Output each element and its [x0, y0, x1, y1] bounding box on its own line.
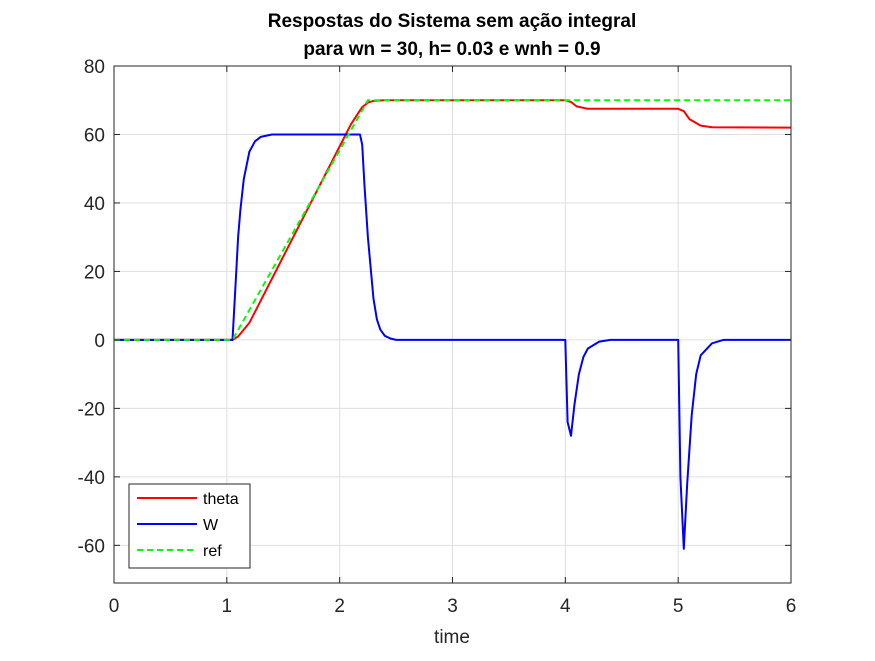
legend-label-w: W — [203, 517, 219, 534]
x-tick-label: 2 — [334, 596, 345, 617]
x-tick-label: 1 — [222, 596, 233, 617]
y-tick-label: 80 — [84, 57, 105, 78]
chart-title-line-2: para wn = 30, h= 0.03 e wnh = 0.9 — [303, 39, 600, 60]
legend-label-ref: ref — [203, 543, 222, 560]
axis-ticks: 0 1 2 3 4 5 6 -60 -40 -20 0 20 40 60 80 — [78, 57, 797, 617]
chart-title-line-1: Respostas do Sistema sem ação integral — [268, 11, 637, 32]
y-tick-label: -40 — [78, 468, 105, 489]
y-tick-label: 60 — [84, 125, 105, 146]
y-tick-label: -20 — [78, 399, 105, 420]
y-tick-label: 20 — [84, 262, 105, 283]
y-tick-label: 40 — [84, 194, 105, 215]
x-tick-label: 0 — [109, 596, 120, 617]
series-lines — [114, 99, 792, 550]
x-tick-label: 4 — [560, 596, 571, 617]
series-line-w — [114, 133, 791, 550]
x-tick-label: 6 — [786, 596, 797, 617]
y-tick-label: 0 — [94, 331, 105, 352]
x-tick-label: 3 — [447, 596, 458, 617]
series-line-ref — [114, 99, 791, 341]
x-tick-label: 5 — [673, 596, 684, 617]
y-tick-label: -60 — [78, 536, 105, 557]
legend-label-theta: theta — [203, 491, 239, 508]
x-axis-label: time — [434, 627, 470, 648]
